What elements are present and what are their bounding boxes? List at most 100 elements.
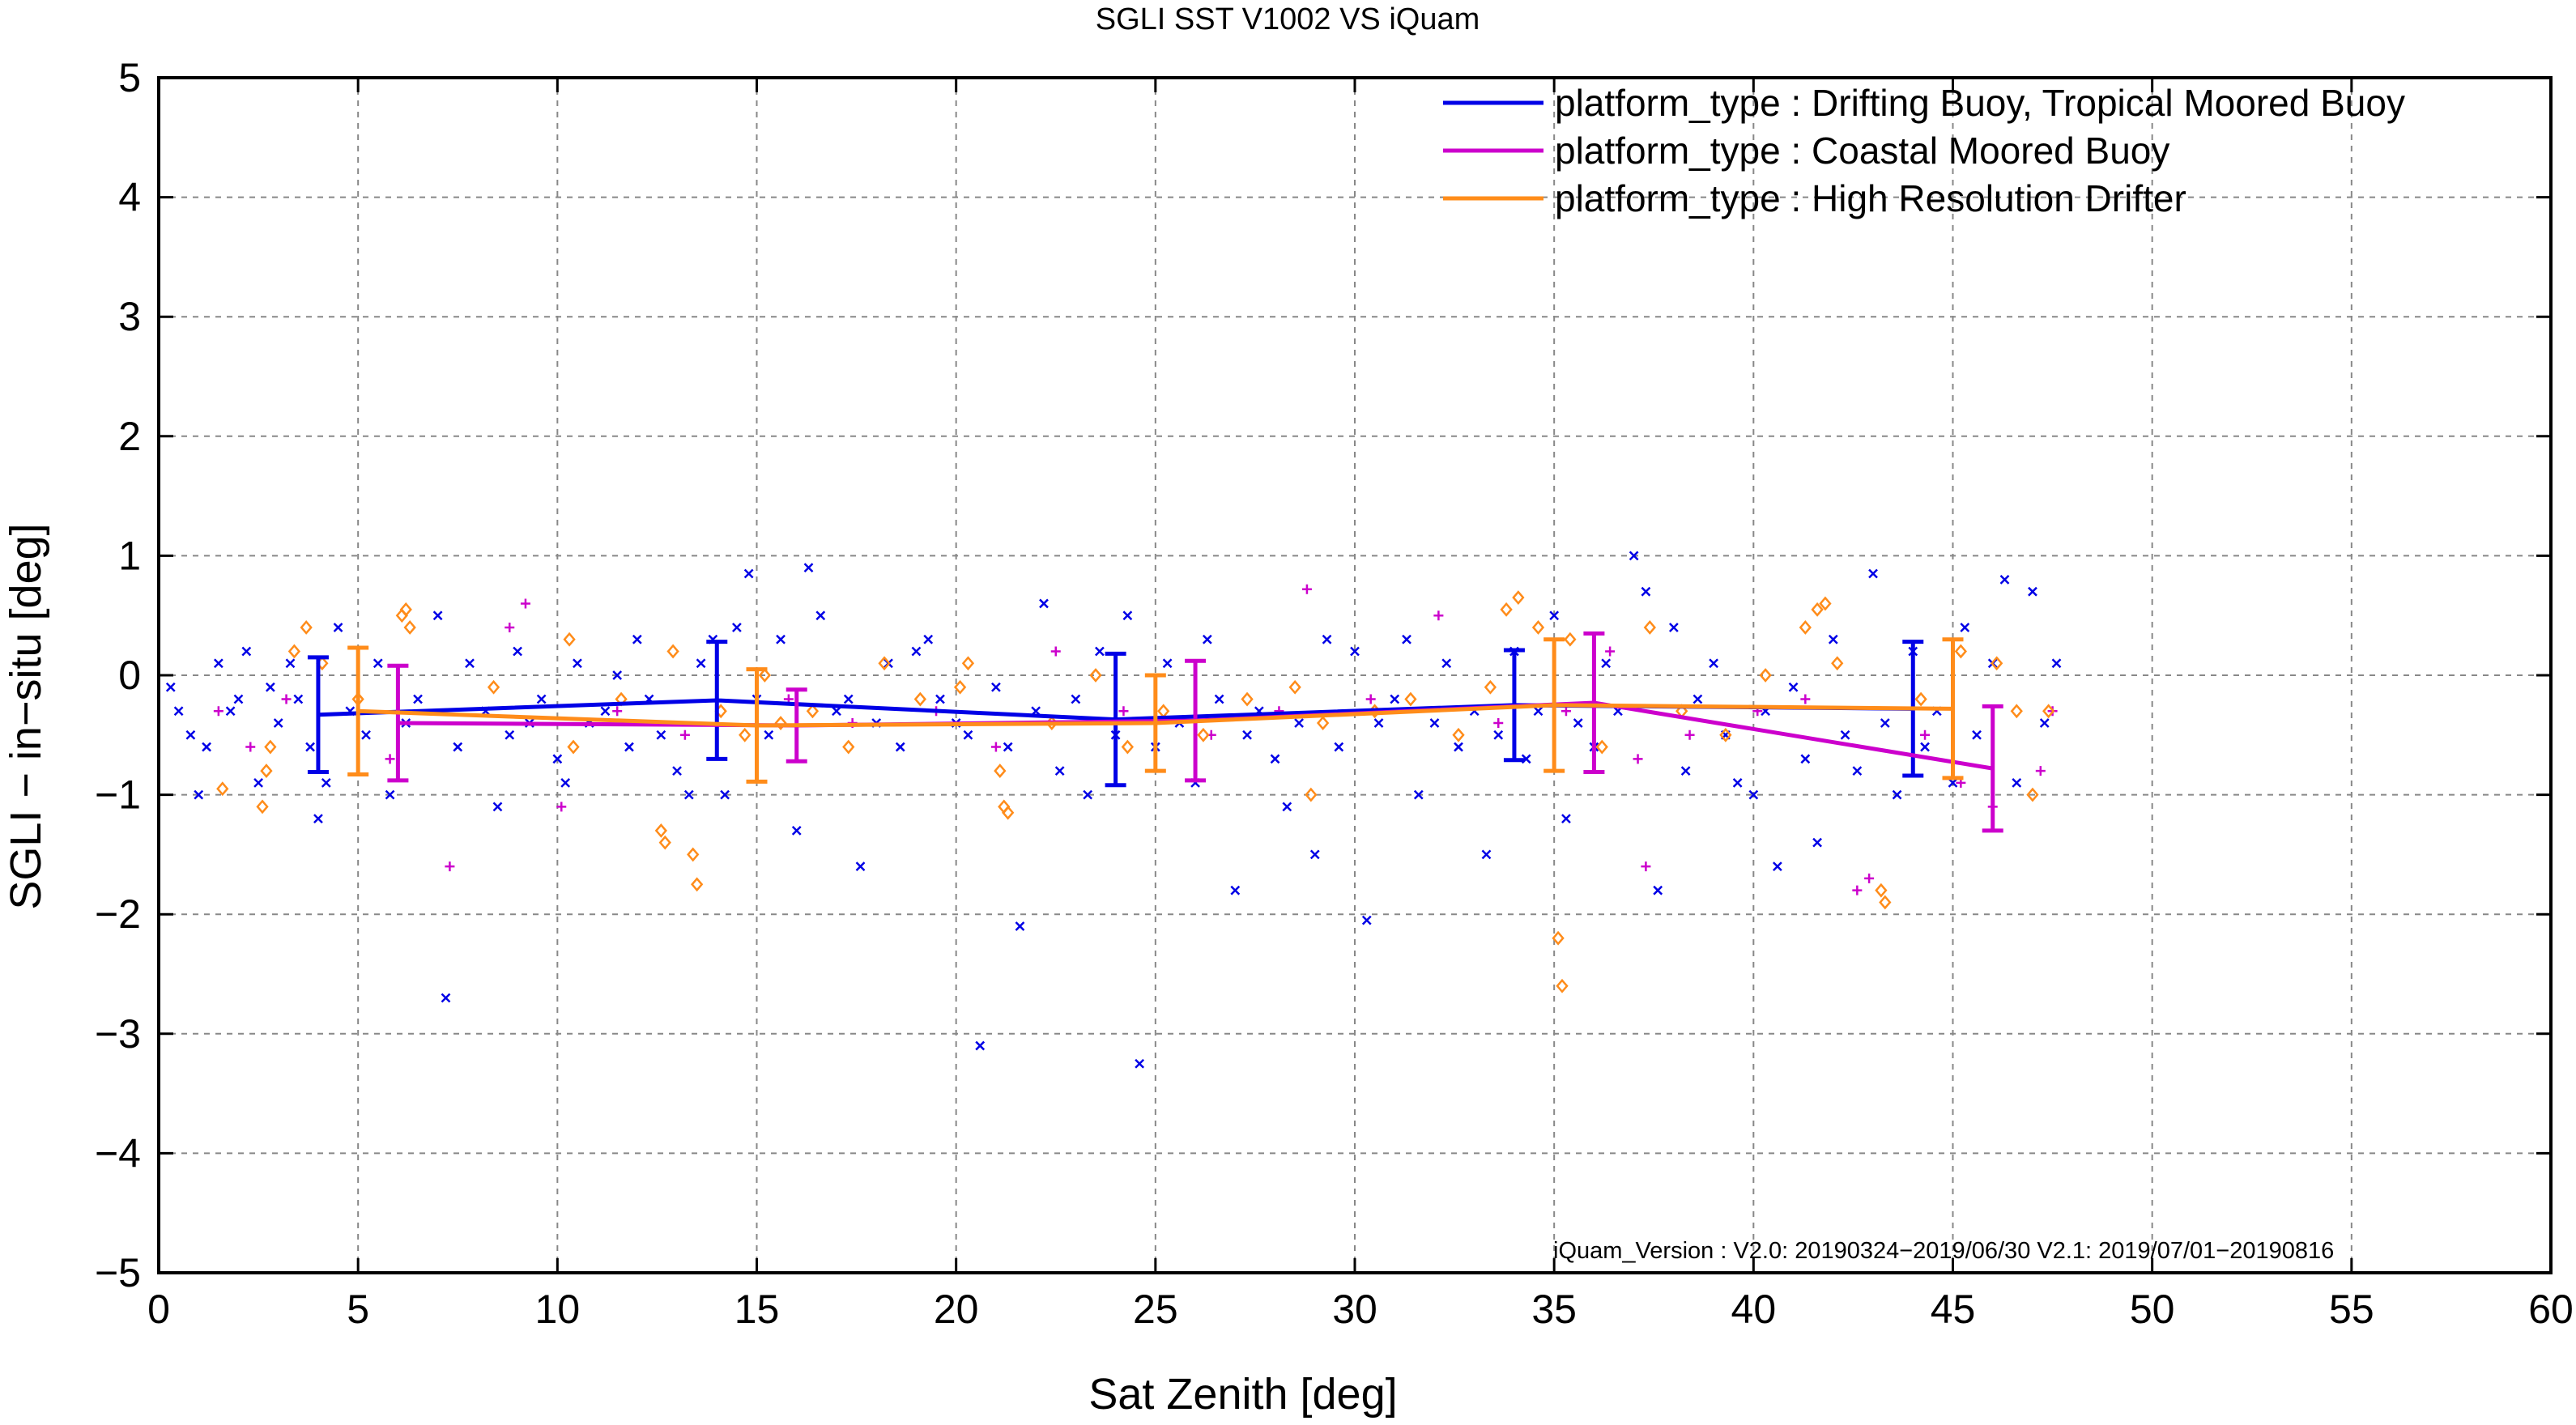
data-point-diamond-marker <box>2010 704 2023 719</box>
data-point-x-marker <box>624 742 634 752</box>
chart-title: SGLI SST V1002 VS iQuam <box>1096 2 1480 36</box>
data-point-diamond-marker <box>260 764 273 779</box>
data-point-x-marker <box>1972 730 1982 740</box>
data-point-plus-marker <box>1684 730 1695 740</box>
data-point-plus-marker <box>612 706 623 717</box>
y-tick-label: −5 <box>95 1250 141 1295</box>
data-point-x-marker <box>1493 730 1504 740</box>
data-point-diamond-marker <box>1316 716 1330 730</box>
data-point-diamond-marker <box>1875 883 1888 898</box>
data-point-x-marker <box>1748 789 1759 800</box>
error-bar <box>1543 637 1565 773</box>
data-point-x-marker <box>573 658 582 669</box>
data-point-x-marker <box>1135 1058 1145 1069</box>
data-point-diamond-marker <box>1531 620 1545 635</box>
x-tick-label: 45 <box>1931 1287 1976 1332</box>
x-tick-label: 10 <box>535 1287 581 1332</box>
data-point-x-marker <box>1095 646 1105 657</box>
data-point-diamond-marker <box>687 847 700 862</box>
data-point-diamond-marker <box>1484 679 1497 695</box>
grid-lines <box>159 78 2551 1273</box>
data-point-diamond-marker <box>1197 727 1210 742</box>
error-bar <box>1982 704 2003 833</box>
data-point-x-marker <box>385 789 395 800</box>
data-point-x-marker <box>1840 730 1850 740</box>
data-point-x-marker <box>1868 568 1878 579</box>
data-point-x-marker <box>560 777 571 788</box>
data-point-plus-marker <box>679 730 690 740</box>
data-point-x-marker <box>1772 861 1782 872</box>
data-point-diamond-marker <box>806 704 820 719</box>
data-point-x-marker <box>1732 777 1743 788</box>
x-tick-label: 0 <box>147 1287 170 1332</box>
data-point-plus-marker <box>1118 706 1129 717</box>
data-point-plus-marker <box>1641 861 1651 872</box>
mean-lines <box>307 631 2003 833</box>
data-point-x-marker <box>1880 718 1890 728</box>
data-point-plus-marker <box>2035 766 2046 776</box>
data-point-plus-marker <box>385 754 395 764</box>
data-point-x-marker <box>2039 718 2050 728</box>
data-point-x-marker <box>1270 754 1280 764</box>
data-point-x-marker <box>185 730 196 740</box>
data-point-diamond-marker <box>691 877 704 892</box>
data-point-x-marker <box>1653 885 1663 895</box>
data-point-x-marker <box>1828 634 1838 644</box>
data-point-x-marker <box>1294 718 1304 728</box>
data-point-diamond-marker <box>1954 644 1967 659</box>
data-point-x-marker <box>672 766 682 776</box>
data-point-x-marker <box>1214 694 1224 704</box>
data-point-diamond-marker <box>1305 787 1318 802</box>
data-point-x-marker <box>1454 742 1463 752</box>
data-point-x-marker <box>1083 789 1093 800</box>
error-bar <box>1583 631 1605 775</box>
data-point-x-marker <box>1892 789 1902 800</box>
data-point-x-marker <box>2051 658 2062 669</box>
data-point-x-marker <box>843 694 854 704</box>
data-point-diamond-marker <box>1452 727 1465 742</box>
data-point-diamond-marker <box>563 632 576 647</box>
data-point-x-marker <box>321 777 331 788</box>
error-bar <box>1942 637 1964 781</box>
data-point-diamond-marker <box>1819 596 1832 611</box>
data-point-x-marker <box>253 777 263 788</box>
data-point-diamond-marker <box>1595 739 1608 755</box>
data-point-x-marker <box>1629 551 1639 561</box>
x-tick-label: 40 <box>1731 1287 1777 1332</box>
data-point-x-marker <box>1812 837 1822 848</box>
data-point-x-marker <box>683 789 694 800</box>
data-point-x-marker <box>1402 634 1411 644</box>
data-point-diamond-marker <box>994 764 1007 779</box>
data-point-x-marker <box>600 706 611 717</box>
data-point-x-marker <box>1680 766 1691 776</box>
data-point-x-marker <box>202 742 211 752</box>
y-tick-label: −4 <box>95 1130 141 1176</box>
data-point-x-marker <box>552 754 563 764</box>
data-point-plus-marker <box>1633 754 1643 764</box>
data-point-x-marker <box>720 789 730 800</box>
data-point-x-marker <box>1948 777 1958 788</box>
data-point-diamond-marker <box>658 835 671 850</box>
data-point-plus-marker <box>1864 873 1875 883</box>
error-bar <box>387 663 409 783</box>
data-point-x-marker <box>935 694 945 704</box>
data-point-x-marker <box>731 623 742 632</box>
data-point-diamond-marker <box>774 716 787 730</box>
data-point-diamond-marker <box>666 644 679 659</box>
x-tick-label: 55 <box>2329 1287 2374 1332</box>
data-point-x-marker <box>991 682 1001 692</box>
data-point-x-marker <box>441 993 451 1003</box>
data-point-x-marker <box>305 742 315 752</box>
data-point-x-marker <box>1322 634 1332 644</box>
data-point-diamond-marker <box>1914 691 1927 707</box>
data-point-x-marker <box>285 658 296 669</box>
data-point-diamond-marker <box>256 799 269 815</box>
data-point-x-marker <box>923 634 934 644</box>
error-bar <box>706 640 728 761</box>
data-point-diamond-marker <box>1512 590 1525 605</box>
data-point-x-marker <box>432 610 443 621</box>
data-point-diamond-marker <box>1404 691 1417 707</box>
x-tick-label: 20 <box>934 1287 979 1332</box>
